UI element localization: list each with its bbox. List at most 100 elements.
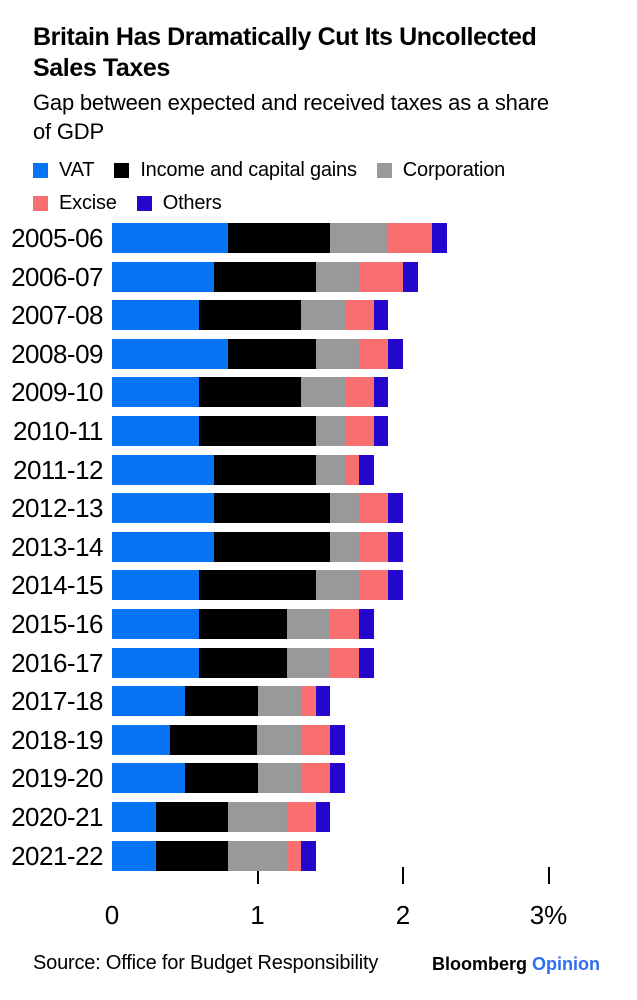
bar-segment-others [373, 415, 389, 446]
chart-row: 2018-19 [0, 724, 637, 755]
bar-segment-vat [112, 801, 156, 832]
page-title: Britain Has Dramatically Cut Its Uncolle… [33, 22, 537, 84]
bar-segment-income-and-capital-gains [199, 570, 316, 601]
x-axis-tick-label: 3% [529, 900, 568, 930]
bar-segment-others [388, 531, 403, 562]
bar-segment-income-and-capital-gains [213, 261, 316, 292]
chart-subtitle-line2: of GDP [33, 119, 104, 144]
source-text: Source: Office for Budget Responsibility [33, 952, 379, 974]
bar-segment-corporation [257, 686, 302, 717]
bar-segment-vat [112, 377, 200, 408]
bar-segment-others [388, 338, 403, 369]
chart-rows: 2005-06 2006-07 2007-08 2008-09 2009-10 2010-… [0, 223, 637, 879]
x-axis-tick-label: 1 [250, 900, 265, 930]
bar-stack [112, 415, 389, 446]
bar-segment-others [315, 801, 331, 832]
bar-segment-income-and-capital-gains [228, 223, 331, 253]
bar-segment-vat [112, 763, 185, 794]
bar-segment-excise [359, 493, 389, 524]
bar-segment-corporation [330, 223, 389, 253]
bar-segment-others [373, 300, 389, 331]
bar-segment-others [402, 261, 418, 292]
bar-stack [112, 608, 374, 639]
bloomberg-wordmark: Bloomberg [432, 954, 528, 974]
chart-row: 2017-18 [0, 686, 637, 717]
bar-segment-others [359, 454, 374, 485]
row-label: 2017-18 [11, 686, 103, 717]
bar-segment-corporation [257, 763, 302, 794]
bar-segment-corporation [315, 338, 360, 369]
bar-segment-excise [286, 840, 302, 871]
bar-segment-excise [286, 801, 316, 832]
legend-label: Corporation [402, 159, 506, 181]
chart-row: 2006-07 [0, 261, 637, 292]
chart-row: 2020-21 [0, 801, 637, 832]
legend-swatch-icon [376, 163, 392, 178]
legend-item-income-and-capital-gains: Income and capital gains [114, 159, 357, 182]
legend-label: Income and capital gains [140, 159, 357, 181]
legend-swatch-icon [114, 163, 130, 178]
bar-segment-others [388, 570, 403, 601]
chart-row: 2005-06 [0, 223, 637, 253]
bar-segment-income-and-capital-gains [184, 763, 258, 794]
row-label: 2015-16 [11, 608, 103, 639]
bar-segment-vat [112, 338, 229, 369]
bar-segment-others [359, 608, 374, 639]
bar-segment-excise [359, 531, 389, 562]
bar-segment-corporation [301, 300, 345, 331]
bar-segment-vat [112, 570, 200, 601]
row-label: 2008-09 [11, 338, 103, 369]
bar-segment-corporation [301, 377, 345, 408]
bar-segment-income-and-capital-gains [213, 531, 331, 562]
bar-stack [112, 647, 374, 678]
bar-stack [112, 570, 403, 601]
row-label: 2014-15 [11, 570, 103, 601]
bar-segment-excise [359, 570, 389, 601]
bar-stack [112, 454, 374, 485]
bar-segment-corporation [228, 840, 287, 871]
bar-segment-excise [301, 724, 331, 755]
bar-stack [112, 493, 403, 524]
chart-row: 2015-16 [0, 608, 637, 639]
row-label: 2016-17 [11, 647, 103, 678]
bar-segment-vat [112, 223, 229, 253]
bar-segment-income-and-capital-gains [199, 300, 302, 331]
bar-stack [112, 840, 316, 871]
row-label: 2019-20 [11, 763, 103, 794]
x-axis-tick-label: 2 [395, 900, 411, 930]
bar-segment-excise [344, 300, 374, 331]
bar-segment-vat [112, 840, 156, 871]
bar-segment-vat [112, 415, 200, 446]
legend-item-excise: Excise [33, 192, 117, 215]
legend-swatch-icon [136, 196, 152, 211]
bar-segment-income-and-capital-gains [213, 454, 316, 485]
bar-segment-corporation [315, 261, 360, 292]
bar-segment-vat [112, 531, 214, 562]
bar-segment-corporation [286, 608, 331, 639]
bar-stack [112, 223, 447, 253]
bar-segment-vat [112, 454, 214, 485]
bar-segment-vat [112, 724, 171, 755]
chart-legend: VAT Income and capital gains Corporation Ex… [33, 159, 593, 215]
row-label: 2021-22 [11, 840, 103, 871]
bar-stack [112, 300, 389, 331]
bar-segment-others [359, 647, 374, 678]
chart-row: 2010-11 [0, 415, 637, 446]
bar-segment-income-and-capital-gains [199, 608, 287, 639]
bar-segment-income-and-capital-gains [228, 338, 316, 369]
bar-segment-corporation [330, 531, 360, 562]
chart-row: 2021-22 [0, 840, 637, 871]
x-axis-labels: 0 1 2 3% [0, 900, 637, 930]
page-title-line2: Sales Taxes [33, 54, 170, 82]
bar-segment-vat [112, 608, 200, 639]
legend-item-vat: VAT [33, 159, 95, 182]
page-title-line1: Britain Has Dramatically Cut Its Uncolle… [33, 23, 537, 51]
bar-segment-others [330, 763, 345, 794]
chart-row: 2016-17 [0, 647, 637, 678]
row-label: 2009-10 [11, 377, 103, 408]
legend-label: VAT [59, 159, 95, 181]
legend-item-corporation: Corporation [376, 159, 506, 182]
bar-segment-excise [344, 377, 374, 408]
bar-segment-others [315, 686, 331, 717]
row-label: 2012-13 [11, 493, 103, 524]
